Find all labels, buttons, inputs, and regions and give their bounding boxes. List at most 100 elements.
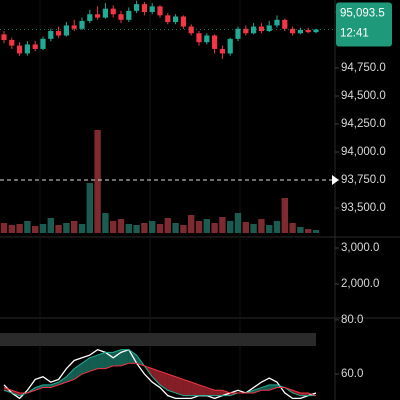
candle-body <box>235 28 241 39</box>
volume-bar <box>149 221 156 233</box>
cloud-fill <box>300 392 309 396</box>
candle-body <box>282 19 288 29</box>
cloud-fill <box>214 390 223 396</box>
candle-body <box>297 29 303 34</box>
candle-body <box>227 38 233 54</box>
volume-bar <box>219 217 226 233</box>
cloud-fill <box>11 390 20 396</box>
cloud-fill <box>152 368 160 385</box>
candle-body <box>40 38 46 49</box>
cloud-fill <box>253 387 262 393</box>
y-tick-label: 80.0 <box>341 314 363 326</box>
candle-body <box>102 8 108 18</box>
candle-body <box>173 16 179 23</box>
volume-bar <box>289 223 296 233</box>
countdown: 12:41 <box>340 28 369 40</box>
candle-body <box>243 28 249 34</box>
indicator-line <box>3 349 316 397</box>
candle-body <box>290 28 296 34</box>
volume-bar <box>110 221 117 233</box>
candle-body <box>9 39 15 46</box>
volume-bar <box>180 225 187 233</box>
cloud-fill <box>199 384 207 396</box>
candle-body <box>56 31 62 36</box>
indicator-line <box>3 362 317 397</box>
price-tag <box>336 2 392 47</box>
candle-body <box>32 44 38 49</box>
volume-bar <box>164 218 171 233</box>
candle-body <box>134 4 140 11</box>
candle-body <box>118 14 124 20</box>
volume-bar <box>47 218 54 233</box>
y-tick-label: 93,500.0 <box>341 202 386 214</box>
candle-body <box>79 20 85 29</box>
volume-bar <box>195 221 203 233</box>
candle-body <box>48 31 54 39</box>
candle-body <box>165 15 171 23</box>
volume-bar <box>188 215 195 233</box>
candle-body <box>196 33 202 43</box>
indicator-bar <box>0 333 316 346</box>
volume-bar <box>55 225 62 233</box>
volume-bar <box>211 223 218 233</box>
volume-bar <box>141 223 148 233</box>
candle-body <box>204 35 210 43</box>
candle-body <box>141 4 147 12</box>
cloud-fill <box>292 390 301 396</box>
candle-body <box>1 34 7 40</box>
volume-bar <box>78 224 86 233</box>
candle-body <box>212 35 218 49</box>
cloud-fill <box>175 376 184 396</box>
volume-bar <box>32 226 39 233</box>
candle-body <box>251 26 257 34</box>
cloud-fill <box>43 384 51 388</box>
volume-bar <box>266 225 273 233</box>
y-tick-label: 94,750.0 <box>341 62 386 74</box>
candle-body <box>157 6 163 16</box>
cloud-fill <box>82 357 90 375</box>
price-tag-label: 95,093.5 <box>340 8 385 20</box>
candle-body <box>188 26 194 34</box>
candle-body <box>110 8 116 15</box>
volume-bar <box>71 221 78 233</box>
cloud-fill <box>66 368 75 383</box>
candle-body <box>149 6 155 12</box>
volume-bar <box>94 130 101 233</box>
cloud-fill <box>97 352 106 369</box>
volume-bar <box>133 225 140 233</box>
cloud-fill <box>206 387 215 396</box>
cloud-fill <box>50 382 59 388</box>
cloud-fill <box>183 379 192 396</box>
cloud-fill <box>121 349 129 366</box>
cloud-fill <box>89 355 98 372</box>
volume-bar <box>102 213 109 233</box>
y-tick-label: 94,250.0 <box>341 118 386 130</box>
volume-bar <box>305 229 312 233</box>
y-tick-label: 94,500.0 <box>341 90 386 102</box>
candle-body <box>63 25 69 36</box>
volume-bar <box>86 183 93 233</box>
volume-bar <box>297 227 304 233</box>
cloud-fill <box>261 384 270 391</box>
volume-bar <box>16 224 23 233</box>
volume-bar <box>156 224 164 233</box>
volume-bar <box>273 221 281 233</box>
volume-bar <box>172 223 179 233</box>
cloud-fill <box>58 376 67 385</box>
candle-body <box>87 14 93 21</box>
candle-body <box>71 25 77 29</box>
crosshair-marker <box>332 174 339 185</box>
candle-body <box>95 14 101 18</box>
y-tick-label: 93,750.0 <box>341 174 386 186</box>
volume-bar <box>0 223 8 233</box>
volume-bar <box>281 198 288 233</box>
volume-bar <box>203 219 210 233</box>
volume-bar <box>258 219 265 233</box>
cloud-fill <box>160 371 168 391</box>
cloud-fill <box>191 382 199 396</box>
volume-bar <box>312 230 320 233</box>
volume-bar <box>39 224 47 233</box>
candle-body <box>258 26 264 32</box>
cloud-fill <box>167 374 176 393</box>
